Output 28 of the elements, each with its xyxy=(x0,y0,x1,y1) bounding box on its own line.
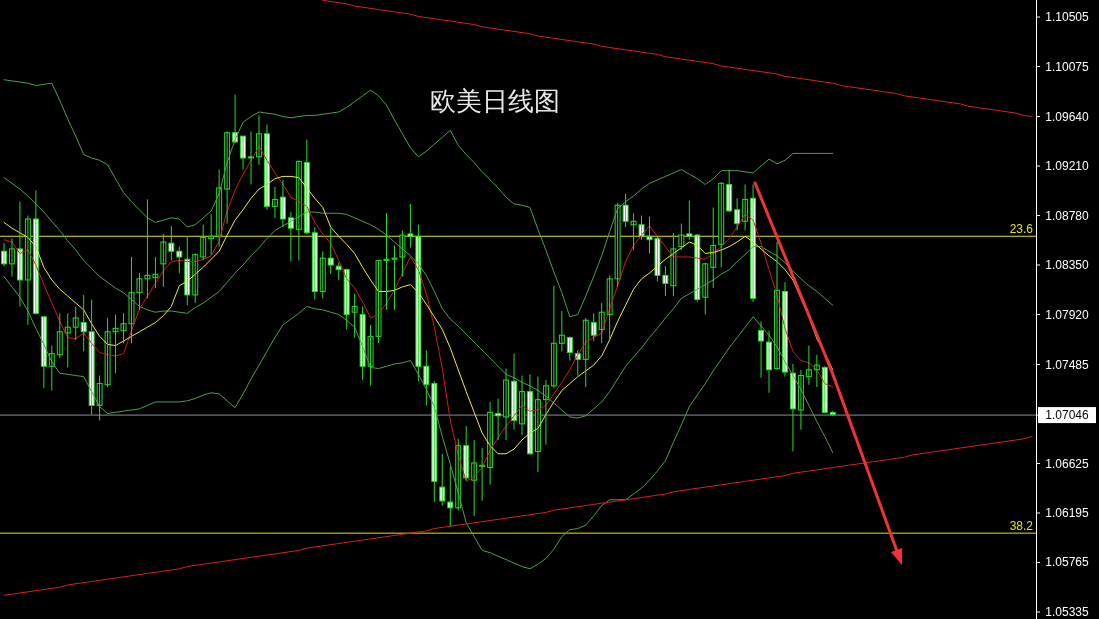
annotation: 23.6 xyxy=(1009,222,1034,237)
y-tick-label: 1.08350 xyxy=(1045,258,1090,273)
y-tick-label: 1.07046 xyxy=(1045,408,1090,423)
y-tick-label: 1.06195 xyxy=(1045,506,1090,521)
y-tick-label: 1.07485 xyxy=(1045,357,1090,372)
line-series xyxy=(3,276,834,570)
y-tick-label: 1.10075 xyxy=(1045,59,1090,74)
y-tick-label: 1.05335 xyxy=(1045,604,1090,619)
y-tick-label: 1.06625 xyxy=(1045,456,1090,471)
candlestick xyxy=(439,453,446,507)
candlestick xyxy=(686,200,693,241)
line-series xyxy=(3,435,1033,596)
line-series xyxy=(322,0,1033,118)
y-tick-label: 1.08780 xyxy=(1045,208,1090,223)
candlestick xyxy=(72,305,79,341)
line-series xyxy=(3,145,834,482)
y-tick-label: 1.09210 xyxy=(1045,159,1090,174)
y-tick-label: 1.05765 xyxy=(1045,555,1090,570)
line-series xyxy=(3,79,834,318)
annotation: 38.2 xyxy=(1009,519,1034,534)
candlestick xyxy=(447,465,454,527)
y-tick-label: 1.09640 xyxy=(1045,109,1090,124)
text: 欧美日线图 xyxy=(430,86,560,116)
candlestick xyxy=(176,246,183,274)
candlestick xyxy=(351,293,358,339)
y-tick-label: 1.07920 xyxy=(1045,307,1090,322)
y-tick-label: 1.10505 xyxy=(1045,10,1090,25)
candlestick xyxy=(327,227,334,275)
